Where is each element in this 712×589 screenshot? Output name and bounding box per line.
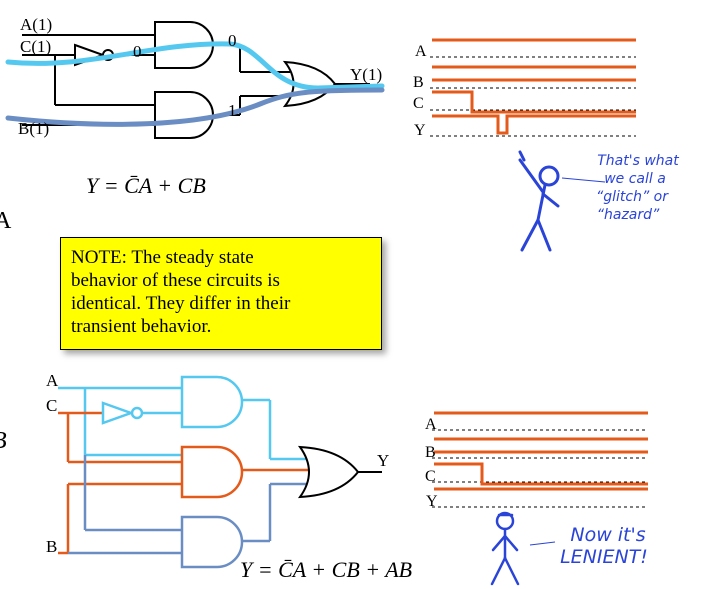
bottom-steel-blue-wires (68, 455, 308, 555)
note-line-4: transient behavior. (71, 316, 212, 337)
bottom-waveform: A B C Y (425, 411, 648, 510)
comic-top-line-3: “glitch” or (596, 189, 669, 205)
top-equation: Y = C̄A + CB (86, 173, 206, 198)
side-letter-bottom: B (0, 428, 7, 454)
top-wave-label-y: Y (414, 122, 426, 139)
top-label-b: B(1) (18, 119, 49, 138)
bottom-wave-label-y: Y (426, 493, 438, 510)
comic-text-top: That's what we call a “glitch” or “hazar… (596, 153, 679, 223)
top-circuit: A(1) C(1) B(1) 0 0 1 Y(1) Y = C̄A + CB (5, 15, 385, 198)
bottom-label-b: B (46, 537, 57, 556)
bottom-wave-label-b: B (425, 444, 436, 461)
note-line-3: identical. They differ in their (71, 293, 291, 314)
bottom-and-gate-2 (180, 445, 244, 499)
side-letter-top: A (0, 208, 12, 234)
top-label-gate2-out: 1 (228, 101, 237, 120)
top-speech-pointer (561, 177, 606, 183)
bottom-waveform-traces (434, 411, 648, 491)
comic-bottom-line-1: Now it's (570, 524, 645, 546)
top-label-inverter-out: 0 (133, 42, 142, 61)
comic-top-line-1: That's what (597, 153, 679, 169)
top-label-a: A(1) (20, 15, 52, 34)
bottom-label-a: A (46, 371, 59, 390)
stick-figure-bottom (490, 511, 520, 586)
top-and-gate-2 (154, 91, 214, 139)
top-waveform-dashed (430, 56, 636, 137)
bottom-label-y: Y (377, 451, 389, 470)
comic-top-line-2: we call a (604, 171, 666, 187)
note-line-1: NOTE: The steady state (71, 247, 254, 268)
top-label-y: Y(1) (350, 65, 382, 84)
stick-figure-top (518, 150, 560, 252)
bottom-orange-wires (58, 411, 308, 555)
top-waveform: A B C Y (413, 38, 636, 139)
bottom-label-c: C (46, 396, 57, 415)
top-steel-blue-path (5, 87, 385, 127)
top-waveform-traces (432, 38, 636, 135)
comic-top-line-4: “hazard” (597, 207, 660, 223)
bottom-and-gate-3 (180, 515, 244, 569)
top-light-blue-path (5, 41, 385, 91)
note-line-2: behavior of these circuits is (71, 270, 280, 291)
comic-text-bottom: Now it's LENIENT! (560, 524, 648, 568)
note-box: NOTE: The steady state behavior of these… (60, 237, 382, 350)
bottom-and-gate-1 (180, 375, 244, 429)
bottom-light-blue-wires (58, 386, 308, 461)
bottom-equation: Y = C̄A + CB + AB (240, 557, 412, 582)
bottom-wave-label-c: C (425, 468, 436, 485)
bottom-circuit: A C B Y Y = C̄A + CB + AB (46, 371, 412, 582)
top-wave-label-b: B (413, 74, 424, 91)
top-wave-label-c: C (413, 95, 424, 112)
bottom-speech-pointer (529, 541, 556, 546)
top-wave-label-a: A (415, 43, 427, 60)
bottom-wave-label-a: A (425, 416, 437, 433)
bottom-waveform-dashed (432, 429, 648, 508)
bottom-inverter (101, 401, 144, 425)
comic-bottom-line-2: LENIENT! (560, 546, 648, 568)
top-label-gate1-out: 0 (228, 31, 237, 50)
top-label-c: C(1) (20, 37, 51, 56)
bottom-or-gate (297, 445, 360, 499)
